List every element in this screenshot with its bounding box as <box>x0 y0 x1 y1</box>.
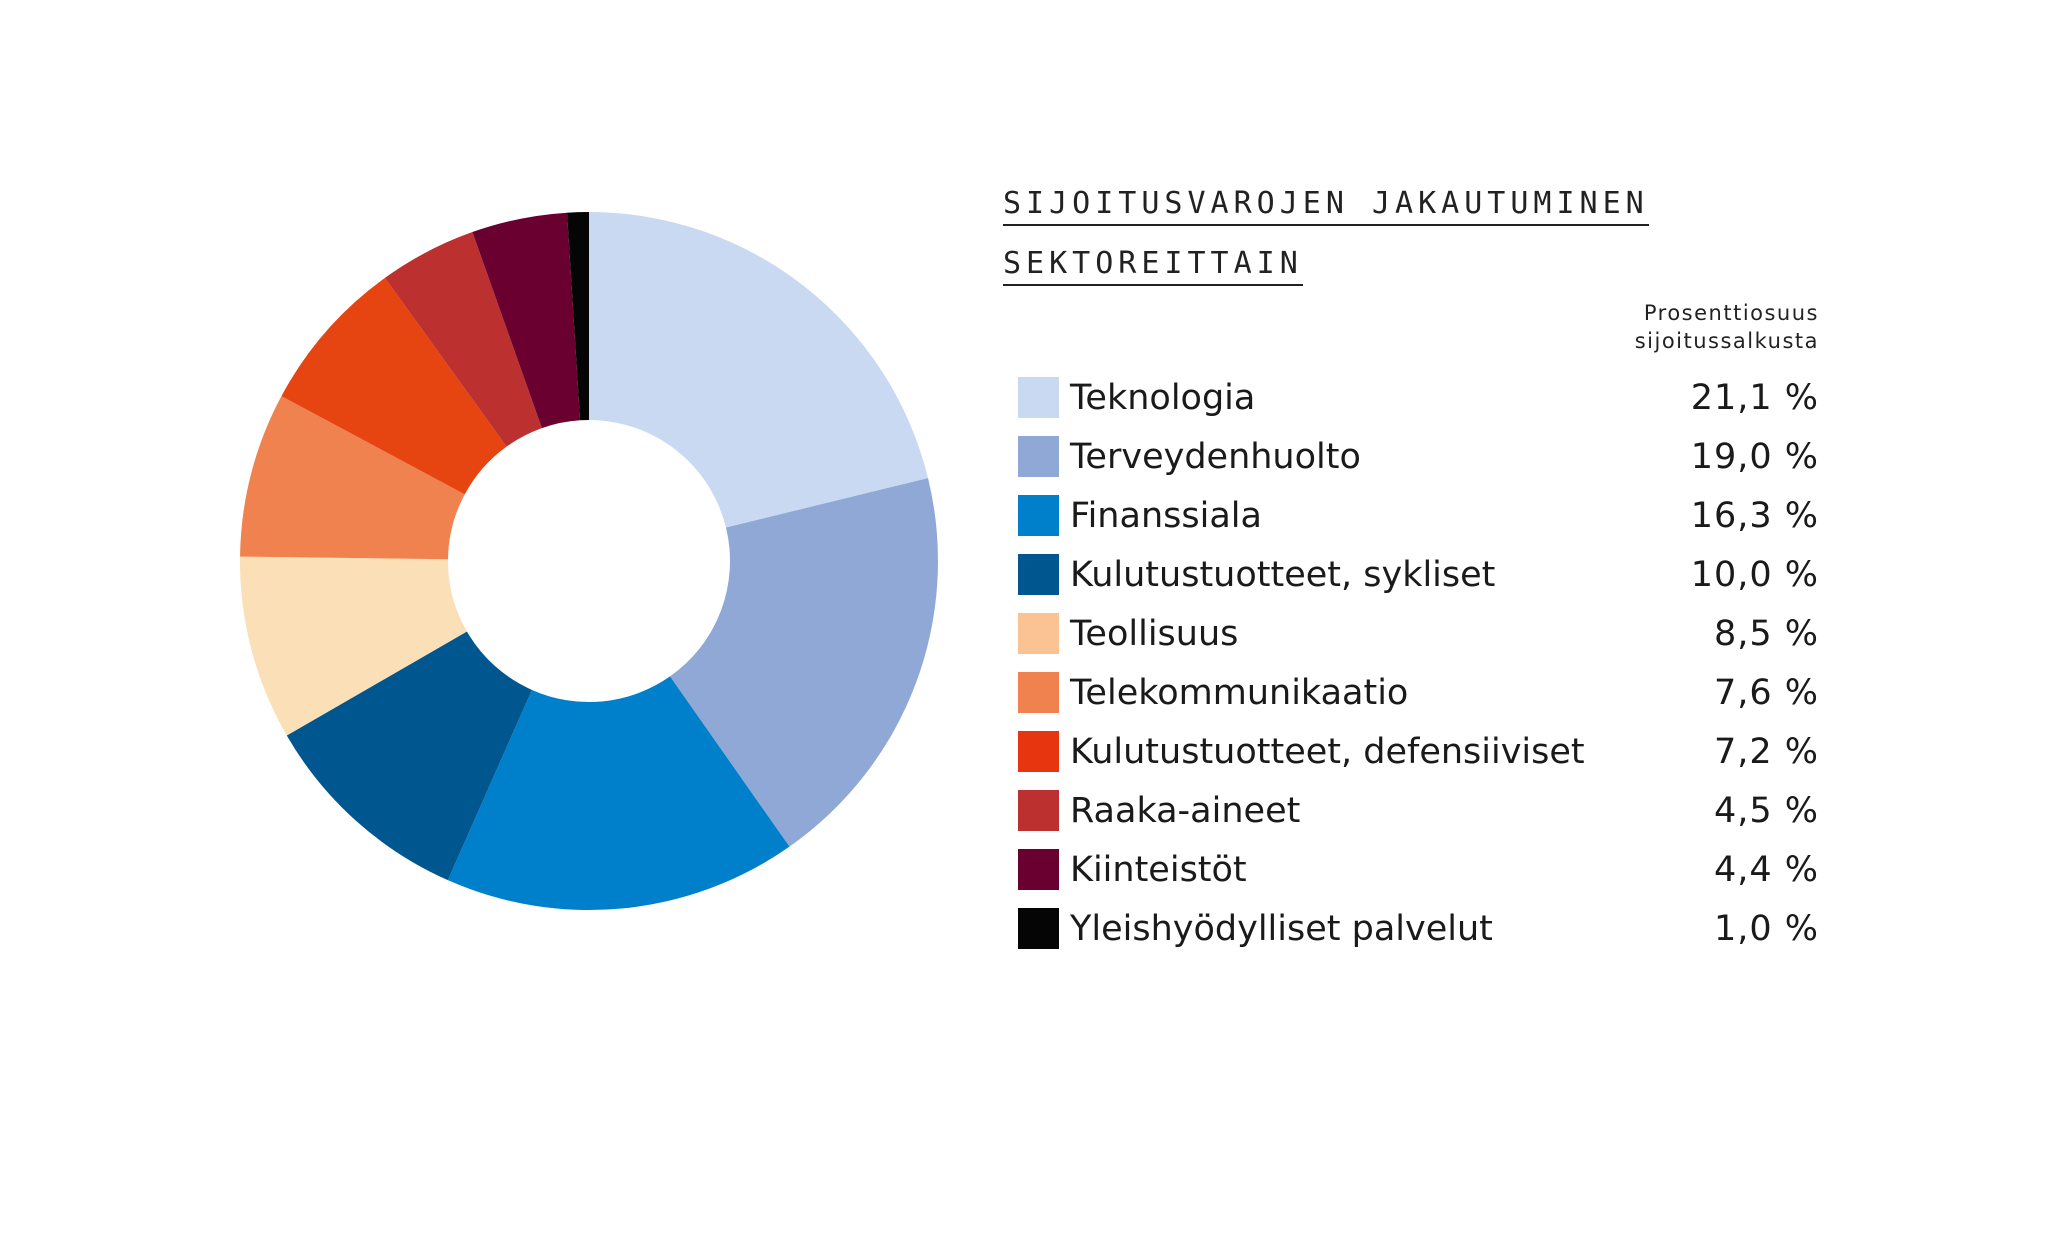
legend-swatch <box>1018 908 1059 949</box>
legend-label: Finanssiala <box>1070 496 1262 536</box>
legend-item: Finanssiala 16,3 % <box>1018 494 1819 553</box>
legend-item: Teollisuus 8,5 % <box>1018 612 1819 671</box>
slice-5 <box>240 396 465 560</box>
legend-item: Kulutustuotteet, defensiiviset 7,2 % <box>1018 730 1819 789</box>
legend-swatch <box>1018 554 1059 595</box>
legend-value: 16,3 % <box>1690 496 1819 536</box>
legend-item: Kiinteistöt 4,4 % <box>1018 848 1819 907</box>
value-header-line-1: Prosenttiosuus <box>1643 301 1819 325</box>
slice-6 <box>281 277 507 495</box>
slice-8 <box>472 212 581 429</box>
legend-label: Kulutustuotteet, defensiiviset <box>1070 732 1585 772</box>
legend-label: Raaka-aineet <box>1070 791 1301 831</box>
slice-4 <box>240 556 467 736</box>
legend-value: 1,0 % <box>1713 909 1819 949</box>
legend-value: 7,6 % <box>1713 673 1819 713</box>
legend-swatch <box>1018 790 1059 831</box>
legend-label: Teollisuus <box>1070 614 1239 654</box>
slice-9 <box>567 211 589 421</box>
legend-value: 7,2 % <box>1713 732 1819 772</box>
legend-swatch <box>1018 731 1059 772</box>
legend-swatch <box>1018 849 1059 890</box>
donut-chart <box>240 211 938 910</box>
legend-swatch <box>1018 613 1059 654</box>
slice-3 <box>286 631 532 881</box>
chart-title-line-2: SEKTOREITTAIN <box>1003 244 1303 286</box>
legend-value: 21,1 % <box>1690 378 1819 418</box>
value-header-line-2: sijoitussalkusta <box>1634 329 1819 353</box>
legend-label: Yleishyödylliset palvelut <box>1070 909 1493 949</box>
legend-item: Terveydenhuolto 19,0 % <box>1018 435 1819 494</box>
legend-swatch <box>1018 436 1059 477</box>
slice-1 <box>670 478 938 847</box>
legend-value: 4,5 % <box>1713 791 1819 831</box>
chart-title-line-1: SIJOITUSVAROJEN JAKAUTUMINEN <box>1003 184 1649 226</box>
legend-item: Kulutustuotteet, sykliset 10,0 % <box>1018 553 1819 612</box>
value-column-header: Prosenttiosuus sijoitussalkusta <box>1519 299 1819 355</box>
legend-label: Kulutustuotteet, sykliset <box>1070 555 1496 595</box>
legend-value: 4,4 % <box>1713 850 1819 890</box>
legend-label: Kiinteistöt <box>1070 850 1247 890</box>
donut-slices <box>240 211 938 910</box>
slice-0 <box>589 212 929 528</box>
legend-item: Teknologia 21,1 % <box>1018 376 1819 435</box>
legend: Teknologia 21,1 % Terveydenhuolto 19,0 % Fin… <box>1018 376 1819 966</box>
legend-value: 19,0 % <box>1690 437 1819 477</box>
legend-item: Yleishyödylliset palvelut 1,0 % <box>1018 907 1819 966</box>
legend-swatch <box>1018 377 1059 418</box>
legend-value: 10,0 % <box>1690 555 1819 595</box>
legend-label: Teknologia <box>1070 378 1256 418</box>
legend-item: Raaka-aineet 4,5 % <box>1018 789 1819 848</box>
legend-swatch <box>1018 672 1059 713</box>
slice-2 <box>447 676 790 910</box>
legend-swatch <box>1018 495 1059 536</box>
slice-7 <box>384 232 542 447</box>
legend-label: Terveydenhuolto <box>1070 437 1361 477</box>
legend-label: Telekommunikaatio <box>1070 673 1409 713</box>
legend-value: 8,5 % <box>1713 614 1819 654</box>
legend-item: Telekommunikaatio 7,6 % <box>1018 671 1819 730</box>
